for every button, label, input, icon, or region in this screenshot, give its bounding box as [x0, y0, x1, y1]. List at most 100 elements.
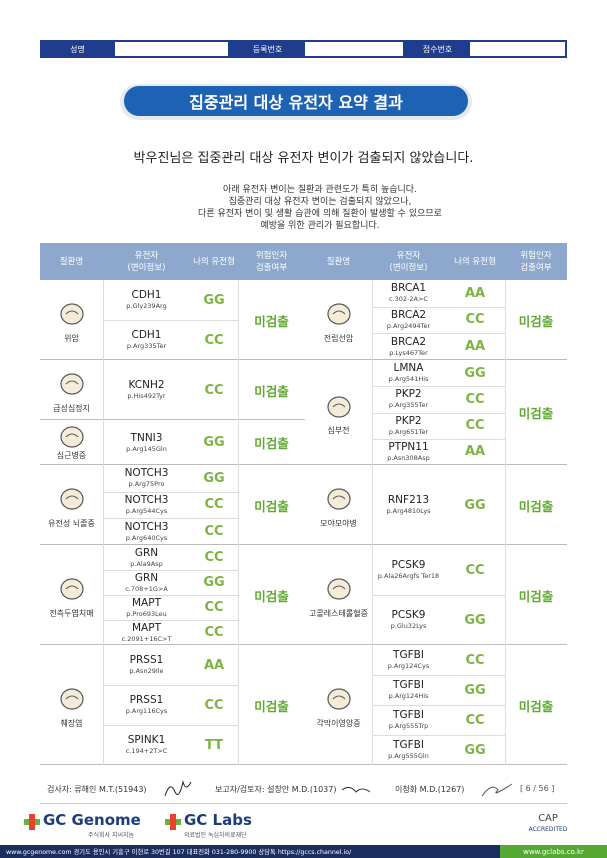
gene: TNNI3 — [130, 431, 163, 444]
genotype: CC — [204, 697, 224, 713]
column-header: 위험인자 검출여부 — [520, 250, 552, 273]
section-border — [40, 464, 305, 465]
row-border — [103, 685, 238, 686]
result: 미검출 — [518, 588, 554, 604]
gene: PRSS1 — [129, 654, 164, 666]
disease-icon — [58, 485, 86, 513]
signer: 검사자: 류해인 M.T.(51943) — [47, 785, 147, 794]
row-border — [103, 570, 238, 571]
disease-name: 유전성 뇌졸중 — [48, 518, 95, 528]
field-box — [470, 42, 565, 56]
disease-icon — [325, 575, 353, 603]
disease-icon — [58, 423, 86, 451]
table-header — [40, 243, 567, 280]
cell-border — [103, 360, 104, 420]
row-border — [372, 306, 505, 308]
row-border — [103, 620, 238, 621]
gene: CDH1 — [131, 289, 162, 301]
variant: p.Arg2494Ter — [386, 322, 431, 330]
column-header: 유전자 (변이정보) — [389, 250, 428, 273]
gene: KCNH2 — [128, 379, 165, 391]
gene: NOTCH3 — [124, 467, 169, 480]
icon — [326, 395, 351, 418]
result: 미검출 — [254, 498, 289, 514]
logo-text: GC Genome — [43, 811, 141, 829]
signer: 이청화 M.D.(1267) — [395, 785, 465, 794]
variant: p.Asn29Ile — [129, 667, 164, 675]
disease-name: 고콜레스테롤혈증 — [309, 608, 368, 618]
genotype: CC — [465, 391, 485, 407]
cap-logo: CAP — [538, 812, 558, 824]
note-line: 예방을 위한 관리가 필요합니다. — [260, 220, 380, 231]
cell-border — [103, 420, 104, 465]
page-number: [ 6 / 56 ] — [520, 784, 555, 793]
row-border — [372, 675, 505, 676]
section-border — [40, 419, 305, 420]
title: 집중관리 대상 유전자 요약 결과 — [124, 86, 468, 116]
genotype: CC — [465, 562, 485, 578]
variant: c.194+2T>C — [125, 747, 168, 755]
logo-sub: 주식회사 지씨지놈 — [88, 832, 135, 839]
variant: c.302-2A>C — [389, 295, 428, 304]
gene: TGFBI — [393, 709, 424, 721]
disease-name: 췌장염 — [60, 718, 83, 728]
result: 미검출 — [518, 698, 554, 714]
genotype: CC — [204, 382, 224, 398]
genotype: GG — [464, 612, 486, 628]
variant: p.Arg544Cys — [125, 507, 168, 515]
row-border — [372, 735, 505, 736]
field-box — [305, 42, 403, 56]
gene: LMNA — [393, 362, 424, 375]
disease-icon — [325, 300, 353, 328]
genotype: CC — [465, 712, 485, 728]
variant: c.2091+16C>T — [121, 634, 172, 643]
gene: TGFBI — [393, 679, 424, 691]
genotype: CC — [465, 652, 485, 668]
variant: p.Arg116Cys — [125, 707, 168, 715]
disease-name: 심부전 — [327, 426, 350, 435]
section-border — [305, 764, 567, 765]
logo-text: GC Labs — [184, 811, 252, 829]
section-border — [305, 359, 567, 360]
cell-border — [238, 645, 239, 765]
genotype: CC — [204, 550, 224, 565]
gene: MAPT — [132, 621, 161, 634]
gene: PRSS1 — [129, 694, 164, 706]
cap-sub: ACCREDITED — [528, 825, 568, 833]
disease-icon — [325, 393, 353, 421]
genotype: CC — [204, 524, 224, 540]
variant: p.Pro693Leu — [126, 609, 167, 618]
cell-border — [238, 545, 239, 645]
variant: p.Arg4810Lys — [386, 507, 431, 515]
cell-border — [103, 645, 104, 765]
section-border — [40, 544, 305, 545]
section-border — [305, 644, 567, 645]
genotype: CC — [204, 497, 224, 513]
field-box — [115, 42, 228, 56]
disease-icon — [58, 685, 86, 713]
disease-name: 각막이영양증 — [316, 718, 361, 728]
bottom-bar — [0, 845, 607, 858]
row-border — [372, 438, 505, 440]
gene: MAPT — [132, 596, 161, 609]
row-border — [372, 386, 505, 388]
genotype: CC — [465, 418, 485, 434]
row-border — [103, 320, 238, 321]
genotype: AA — [203, 657, 225, 673]
genotype: CC — [204, 332, 224, 348]
variant: p.Asn308Asp — [387, 453, 430, 462]
genotype: GG — [203, 470, 225, 486]
gene: NOTCH3 — [124, 520, 169, 533]
variant: p.Ala9Asp — [130, 559, 163, 568]
disease-name: 위암 — [64, 333, 79, 343]
genotype: GG — [464, 497, 486, 513]
variant: p.Arg145Gln — [126, 444, 167, 453]
variant: p.Arg555Gln — [388, 752, 429, 760]
cell-border — [238, 420, 239, 465]
disease-icon — [58, 575, 86, 603]
icon — [326, 303, 351, 325]
gene: BRCA1 — [390, 282, 427, 295]
section-border — [40, 764, 305, 765]
genotype: GG — [464, 742, 486, 758]
